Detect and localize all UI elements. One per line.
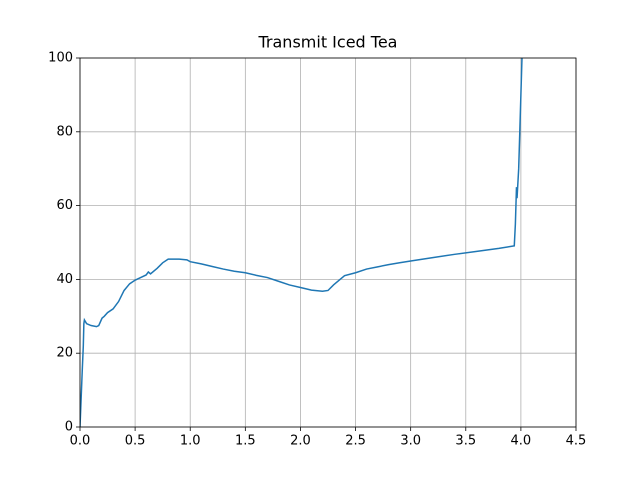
x-tick-label: 1.0 — [180, 434, 201, 449]
plot-frame — [79, 57, 577, 428]
line — [80, 58, 523, 427]
y-tick-label: 0 — [65, 420, 73, 435]
x-tick-label: 1.5 — [235, 434, 256, 449]
x-tick-label: 4.5 — [566, 434, 587, 449]
x-tick-label: 3.5 — [455, 434, 476, 449]
chart-title: Transmit Iced Tea — [258, 33, 398, 52]
x-tick-label: 0.0 — [70, 434, 91, 449]
x-tick-label: 2.0 — [290, 434, 311, 449]
x-tick-label: 2.5 — [345, 434, 366, 449]
x-tick-label: 0.5 — [125, 434, 146, 449]
y-tick-label: 100 — [48, 51, 73, 66]
x-tick-label: 4.0 — [511, 434, 532, 449]
y-tick-label: 80 — [56, 124, 73, 139]
y-tick-label: 20 — [56, 346, 73, 361]
x-tick-label: 3.0 — [400, 434, 421, 449]
y-tick-label: 60 — [56, 198, 73, 213]
y-tick-label: 40 — [56, 272, 73, 287]
